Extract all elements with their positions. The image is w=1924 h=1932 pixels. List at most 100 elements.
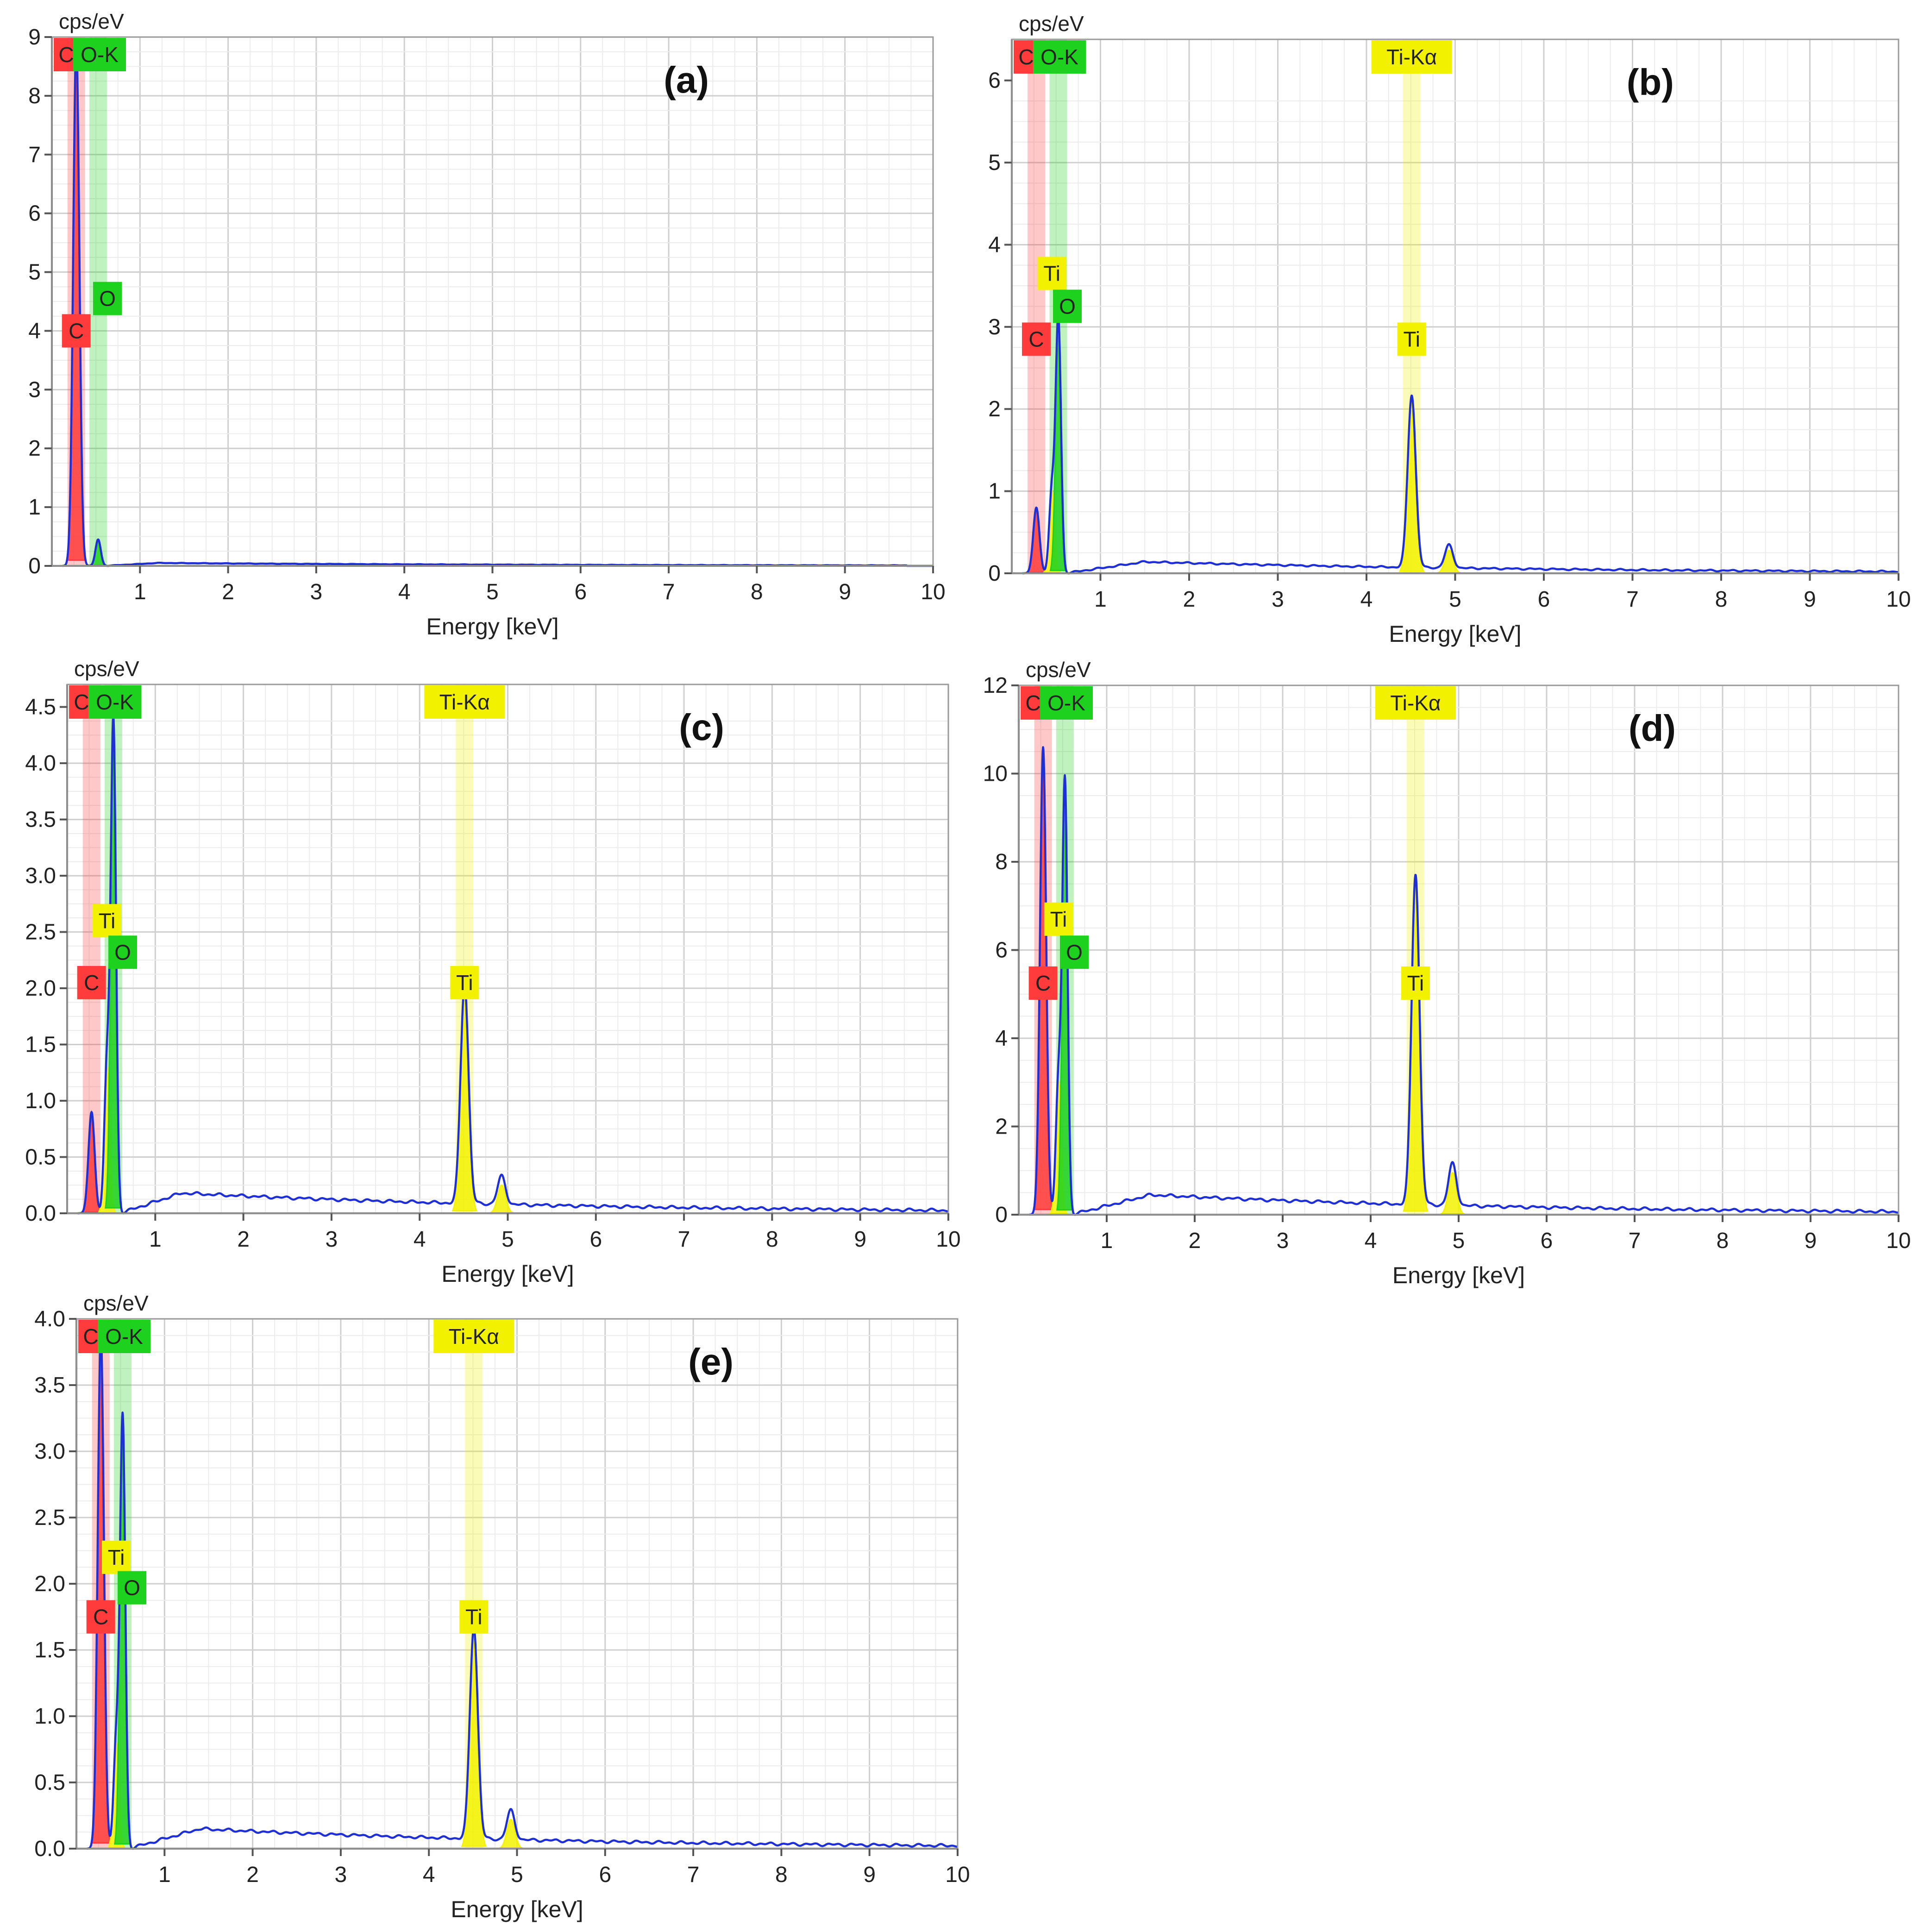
x-tick-label: 6 <box>1541 1229 1553 1253</box>
y-tick-label: 2 <box>28 436 41 461</box>
x-tick-label: 9 <box>1804 587 1816 612</box>
marker-o: O <box>114 940 131 964</box>
x-tick-label: 1 <box>1094 587 1107 612</box>
x-axis-label: Energy [keV] <box>426 614 558 640</box>
y-tick-label: 1.5 <box>34 1638 65 1662</box>
panel-label: (a) <box>664 59 709 100</box>
x-tick-label: 3 <box>335 1863 347 1887</box>
spectrum-line <box>1028 746 1899 1216</box>
y-axis-label: cps/eV <box>83 1291 149 1315</box>
top-label-o: O-K <box>96 690 134 714</box>
x-tick-label: 6 <box>589 1227 602 1252</box>
y-axis-label: cps/eV <box>1019 12 1084 36</box>
panel-label: (b) <box>1627 62 1674 103</box>
grid <box>67 684 948 1213</box>
x-tick-label: 8 <box>1715 587 1728 612</box>
marker-ti: Ti <box>1043 262 1060 286</box>
top-label-box-ti <box>1375 686 1456 720</box>
top-label-ti: Ti-Kα <box>1390 691 1441 715</box>
y-tick-label: 1.5 <box>25 1033 56 1057</box>
band-c <box>1028 39 1046 573</box>
x-tick-label: 2 <box>1183 587 1196 612</box>
x-tick-label: 8 <box>766 1227 778 1252</box>
panel-e: 1 2 3 4 5 6 7 8 9 10 0.0 0.5 1.0 1.5 2.0 2.5 3.0 3.5 4.0 cp… <box>34 1291 970 1922</box>
x-axis-label: Energy [keV] <box>1392 1262 1525 1288</box>
y-tick-label: 0.0 <box>34 1837 65 1861</box>
y-tick-label: 6 <box>988 69 1001 93</box>
x-tick-label: 7 <box>663 580 675 604</box>
marker-o: O <box>99 287 116 311</box>
y-tick-label: 3.5 <box>34 1373 65 1398</box>
marker-box-o <box>93 282 122 315</box>
y-tick-label: 2.5 <box>34 1505 65 1530</box>
y-tick-label: 3.0 <box>25 864 56 888</box>
x-tick-label: 5 <box>1453 1229 1465 1253</box>
marker-ti: Ti <box>1407 971 1424 995</box>
x-tick-label: 1 <box>149 1227 162 1252</box>
top-label-o: O-K <box>1047 691 1085 715</box>
x-tick-label: 4 <box>1360 587 1373 612</box>
peak-ti-4_93 <box>1440 1172 1465 1215</box>
x-tick-label: 3 <box>326 1227 338 1252</box>
x-tick-label: 7 <box>687 1863 700 1887</box>
marker-box-o <box>118 1571 146 1605</box>
top-label-box-o <box>88 685 141 719</box>
top-label-o: O-K <box>1040 45 1078 69</box>
x-tick-label: 7 <box>678 1227 690 1252</box>
spectrum-line <box>1022 313 1899 575</box>
x-tick-label: 8 <box>1717 1229 1729 1253</box>
x-tick-label: 2 <box>237 1227 250 1252</box>
x-axis-label: Energy [keV] <box>1389 621 1521 647</box>
y-tick-label: 5 <box>988 151 1001 175</box>
marker-box-ti <box>459 1600 489 1634</box>
x-tick-label: 6 <box>1538 587 1550 612</box>
y-tick-label: 7 <box>28 143 41 167</box>
spectrum-line <box>77 715 949 1215</box>
top-label-box-ti <box>1371 40 1452 74</box>
x-tick-label: 3 <box>310 580 323 604</box>
x-tick-label: 3 <box>1277 1229 1289 1253</box>
x-tick-label: 1 <box>1101 1229 1113 1253</box>
grid <box>1019 685 1899 1215</box>
marker-box-c <box>62 314 91 348</box>
marker-ti: Ti <box>456 971 473 995</box>
y-tick-label: 4 <box>995 1026 1008 1051</box>
y-tick-label: 3 <box>28 377 41 402</box>
marker-box-c <box>1028 966 1058 1000</box>
marker-c: C <box>1035 971 1051 995</box>
y-tick-label: 0.5 <box>34 1770 65 1795</box>
y-tick-label: 6 <box>995 938 1008 963</box>
top-label-c: C <box>58 43 74 67</box>
y-axis-label: cps/eV <box>74 657 139 681</box>
top-label-ti: Ti-Kα <box>449 1324 499 1349</box>
y-tick-label: 4 <box>988 232 1001 257</box>
x-tick-label: 10 <box>1886 587 1911 612</box>
top-label-c: C <box>1025 691 1040 715</box>
x-tick-label: 9 <box>854 1227 866 1252</box>
marker-box-ti <box>93 904 122 938</box>
marker-box-ti <box>450 966 479 999</box>
x-tick-label: 9 <box>863 1863 876 1887</box>
panel-b: 1 2 3 4 5 6 7 8 9 10 0 1 2 3 4 5 6 cps/eV Energy [keV] (b) C… <box>988 12 1911 647</box>
y-tick-label: 4.0 <box>25 751 56 776</box>
x-tick-label: 8 <box>751 580 763 604</box>
top-label-box-o <box>1040 686 1093 720</box>
y-tick-label: 0 <box>988 561 1001 586</box>
grid <box>1012 39 1899 573</box>
marker-ti: Ti <box>1403 327 1420 351</box>
marker-ti: Ti <box>1050 907 1067 931</box>
x-tick-label: 10 <box>936 1227 960 1252</box>
peak-ti-4_93 <box>1436 549 1461 574</box>
spectrum-line <box>86 1331 959 1850</box>
y-tick-label: 0.0 <box>25 1201 56 1226</box>
y-tick-label: 3.0 <box>34 1439 65 1464</box>
y-tick-label: 3.5 <box>25 808 56 832</box>
panel-c: 1 2 3 4 5 6 7 8 9 10 0.0 0.5 1.0 1.5 2.0 2.5 3.0 3.5 4.0 4.… <box>25 657 960 1287</box>
x-tick-label: 8 <box>775 1863 788 1887</box>
marker-box-ti <box>1037 257 1066 290</box>
x-tick-label: 5 <box>511 1863 523 1887</box>
x-tick-label: 9 <box>1805 1229 1817 1253</box>
y-tick-label: 0.5 <box>25 1145 56 1170</box>
